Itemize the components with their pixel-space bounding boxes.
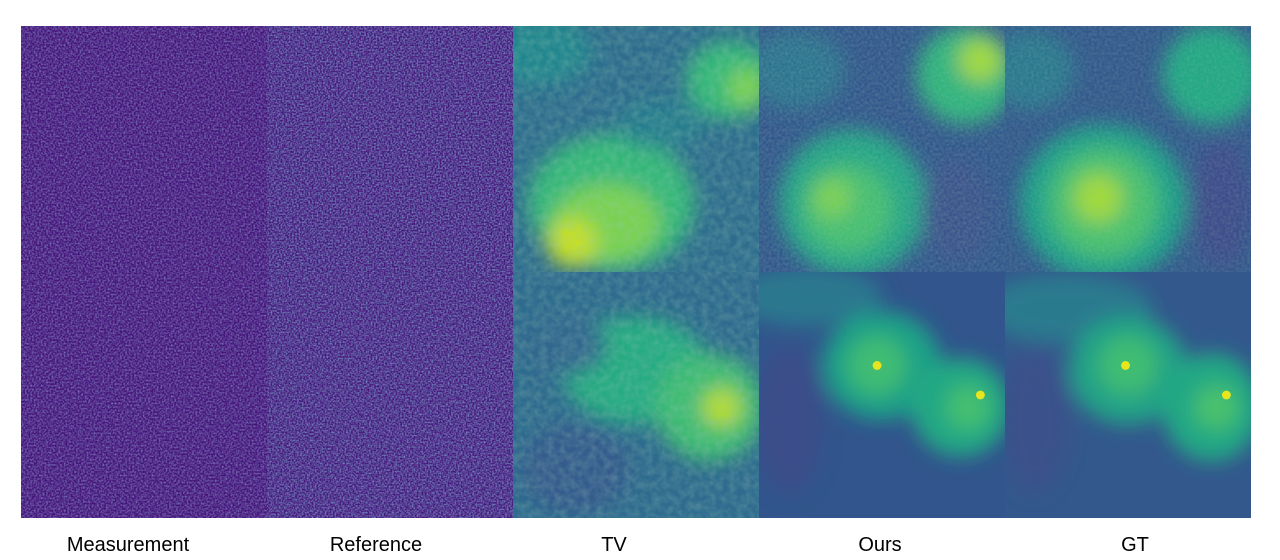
reconstruction-image [1005,272,1251,518]
column-label-gt: GT [1121,534,1149,556]
tile-reference-top [267,26,513,272]
tile-gt-bottom [1005,272,1251,518]
noise-image [21,26,267,272]
column-label-ours: Ours [858,534,902,556]
column-label-reference: Reference [329,534,423,556]
reconstruction-image [1005,26,1251,272]
tile-reference-bottom [267,272,513,518]
tile-ours-top [759,26,1005,272]
column-label-measurement: Measurement [66,534,190,556]
noise-image [21,272,267,518]
tile-gt-top [1005,26,1251,272]
image-grid [21,26,1251,518]
noise-image [267,272,513,518]
reconstruction-image [759,272,1005,518]
reconstruction-image [513,272,759,518]
tile-measurement-bottom [21,272,267,518]
reconstruction-image [759,26,1005,272]
noise-image [267,26,513,272]
reconstruction-image [513,26,759,272]
column-label-tv: TV [601,534,627,556]
tile-ours-bottom [759,272,1005,518]
tile-tv-bottom [513,272,759,518]
tile-tv-top [513,26,759,272]
tile-measurement-top [21,26,267,272]
